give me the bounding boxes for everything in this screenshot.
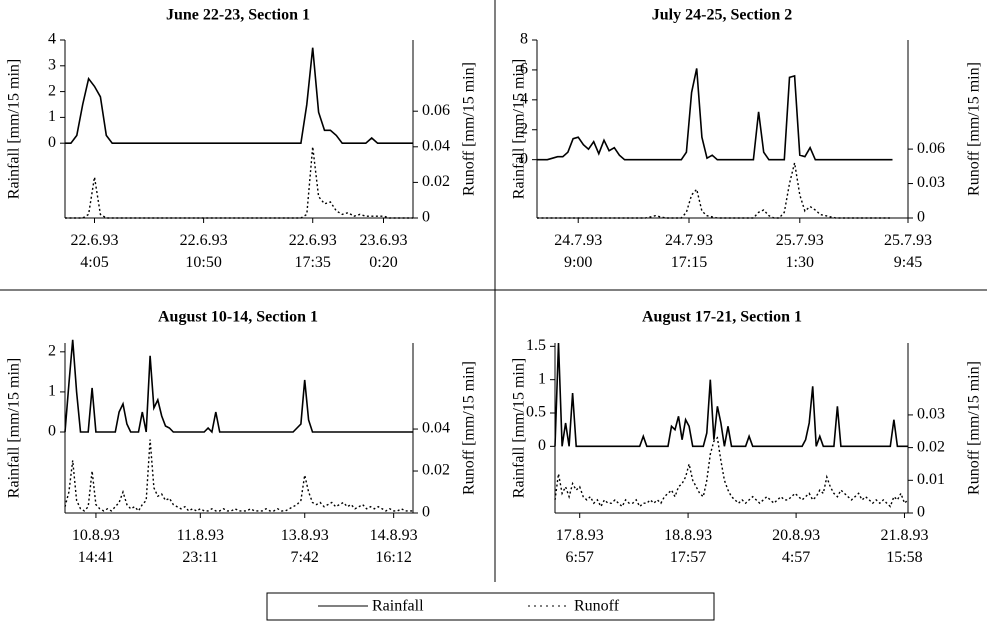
y2-tick-label: 0.04	[422, 420, 450, 437]
x-tick-label: 20.8.93 4:57	[772, 527, 821, 566]
y2-tick-label: 0	[422, 504, 430, 521]
panel-title: July 24-25, Section 2	[652, 7, 792, 24]
panel-title: August 10-14, Section 1	[158, 309, 318, 326]
series-line	[64, 439, 413, 513]
y2-tick-label: 0.03	[917, 406, 945, 423]
x-tick-label: 25.7.93 9:45	[884, 232, 932, 271]
x-tick-label: 14.8.93 16:12	[369, 527, 418, 566]
x-tick-label: 24.7.93 17:15	[665, 232, 713, 271]
y-axis-label: Rainfall [mm/15 min]	[511, 59, 528, 199]
y-axis-label: Rainfall [mm/15 min]	[6, 59, 23, 199]
y-tick-label: 4	[48, 31, 56, 48]
x-tick-label: 18.8.93 17:57	[664, 527, 713, 566]
y2-axis-label: Runoff [mm/15 min]	[461, 62, 478, 196]
series-line	[64, 339, 413, 434]
x-tick-label: 17.8.93 6:57	[555, 527, 604, 566]
x-tick-label: 13.8.93 7:42	[280, 527, 329, 566]
y2-tick-label: 0.01	[917, 471, 945, 488]
y2-tick-label: 0.02	[422, 462, 450, 479]
y2-tick-label: 0	[422, 209, 430, 226]
y-tick-label: 0	[48, 134, 56, 151]
y-tick-label: 0	[520, 150, 528, 167]
legend-label: Runoff	[574, 598, 620, 615]
series-line	[65, 47, 413, 144]
y2-tick-label: 0.06	[917, 140, 945, 157]
y-tick-label: 0	[48, 423, 56, 440]
panel-title: June 22-23, Section 1	[166, 7, 310, 24]
y-tick-label: 8	[520, 31, 528, 48]
y-tick-label: 1.5	[526, 337, 546, 354]
x-tick-label: 22.6.93 4:05	[70, 232, 119, 271]
y-tick-label: 0	[538, 437, 546, 454]
y-tick-label: 2	[520, 120, 528, 137]
y2-tick-label: 0.03	[917, 174, 945, 191]
x-tick-label: 10.8.93 14:41	[71, 527, 120, 566]
series-line	[554, 436, 909, 508]
y-tick-label: 1	[538, 370, 546, 387]
y2-tick-label: 0.06	[422, 102, 450, 119]
x-tick-label: 21.8.93 15:58	[880, 527, 929, 566]
series-line	[65, 146, 413, 219]
y-axis-label: Rainfall [mm/15 min]	[511, 358, 528, 498]
y-tick-label: 2	[48, 82, 56, 99]
y-tick-label: 4	[520, 91, 528, 108]
y2-axis-label: Runoff [mm/15 min]	[966, 62, 983, 196]
y-tick-label: 1	[48, 383, 56, 400]
y2-tick-label: 0.04	[422, 137, 450, 154]
y2-tick-label: 0	[917, 504, 925, 521]
y-tick-label: 2	[48, 342, 56, 359]
y2-axis-label: Runoff [mm/15 min]	[966, 361, 983, 495]
x-tick-label: 11.8.93 23:11	[176, 527, 225, 566]
x-tick-label: 25.7.93 1:30	[775, 232, 824, 271]
y2-tick-label: 0.02	[917, 438, 945, 455]
legend-label: Rainfall	[372, 598, 424, 615]
y2-tick-label: 0.02	[422, 173, 450, 190]
y-tick-label: 6	[520, 61, 528, 78]
y-tick-label: 1	[48, 108, 56, 125]
x-tick-label: 22.6.93 10:50	[179, 232, 228, 271]
y-tick-label: 3	[48, 56, 56, 73]
x-tick-label: 22.6.93 17:35	[288, 232, 337, 271]
y2-axis-label: Runoff [mm/15 min]	[461, 361, 478, 495]
y-tick-label: 0.5	[526, 404, 546, 421]
series-line	[537, 68, 893, 161]
series-line	[554, 342, 908, 448]
x-tick-label: 23.6.93 0:20	[359, 232, 408, 271]
panel-title: August 17-21, Section 1	[642, 309, 802, 326]
y-axis-label: Rainfall [mm/15 min]	[6, 358, 23, 498]
x-tick-label: 24.7.93 9:00	[554, 232, 603, 271]
y2-tick-label: 0	[917, 209, 925, 226]
series-line	[537, 162, 893, 219]
legend-box	[266, 592, 715, 621]
